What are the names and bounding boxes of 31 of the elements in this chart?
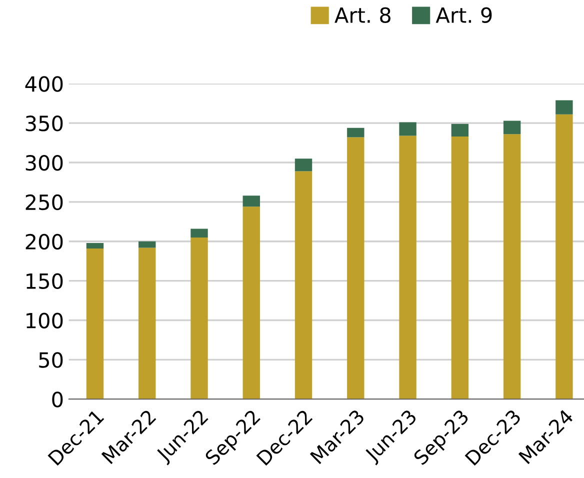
y-tick-label: 50 bbox=[39, 352, 63, 368]
bar bbox=[556, 114, 573, 400]
y-tick-label: 200 bbox=[26, 234, 63, 250]
bar bbox=[451, 136, 469, 400]
bar bbox=[503, 134, 521, 400]
y-tick-label: 100 bbox=[26, 312, 63, 328]
y-tick-label: 250 bbox=[26, 194, 63, 210]
bar bbox=[86, 242, 104, 248]
bar bbox=[86, 248, 104, 400]
y-tick-label: 300 bbox=[26, 154, 63, 171]
bar bbox=[190, 228, 208, 238]
bar bbox=[138, 241, 156, 248]
bar bbox=[294, 158, 312, 172]
bar bbox=[242, 196, 260, 207]
legend-label: Art. 8 bbox=[334, 7, 390, 24]
y-tick-label: 150 bbox=[26, 273, 63, 290]
y-tick-label: 400 bbox=[25, 76, 63, 92]
bar bbox=[503, 120, 521, 134]
bar bbox=[294, 171, 312, 400]
legend-label: Art. 9 bbox=[436, 7, 492, 24]
bar bbox=[347, 137, 364, 400]
bar bbox=[190, 237, 208, 400]
bar bbox=[138, 248, 156, 400]
bar bbox=[451, 124, 469, 136]
y-tick-label: 0 bbox=[52, 392, 63, 408]
y-tick-label: 350 bbox=[26, 116, 63, 132]
bar bbox=[399, 122, 416, 136]
bar bbox=[242, 206, 260, 400]
bar bbox=[556, 100, 573, 114]
bar bbox=[347, 128, 364, 138]
bar bbox=[399, 136, 416, 400]
